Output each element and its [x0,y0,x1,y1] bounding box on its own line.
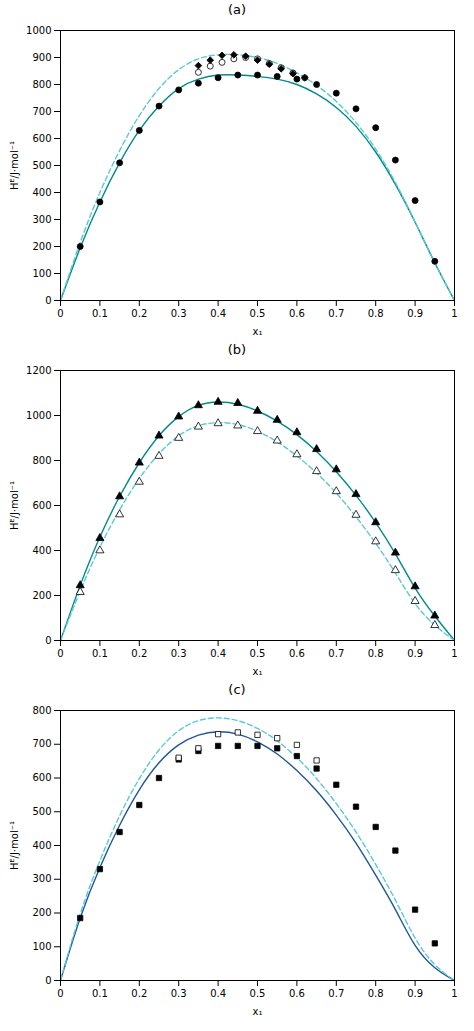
svg-text:0.3: 0.3 [171,648,187,659]
svg-text:0.5: 0.5 [250,988,266,999]
svg-text:600: 600 [32,133,51,144]
svg-text:400: 400 [32,187,51,198]
svg-text:200: 200 [32,590,51,601]
html-text:(b): (b) [227,342,247,357]
svg-text:0.4: 0.4 [210,648,226,659]
svg-text:0.1: 0.1 [92,988,108,999]
svg-text:0.8: 0.8 [368,308,384,319]
svg-text:900: 900 [32,52,51,63]
svg-text:0: 0 [45,635,51,646]
svg-text:500: 500 [32,806,51,817]
svg-text:0.9: 0.9 [407,648,423,659]
svg-text:0.6: 0.6 [289,988,305,999]
svg-text:0.8: 0.8 [368,648,384,659]
svg-text:0: 0 [57,308,63,319]
svg-text:0.9: 0.9 [407,988,423,999]
svg-text:800: 800 [32,455,51,466]
svg-text:1: 1 [451,308,457,319]
svg-text:Hᴱ/J·mol⁻¹: Hᴱ/J·mol⁻¹ [9,481,20,530]
svg-text:0: 0 [45,975,51,986]
svg-text:1000: 1000 [26,25,51,36]
svg-text:0.5: 0.5 [250,648,266,659]
svg-text:0.3: 0.3 [171,988,187,999]
svg-text:0.8: 0.8 [368,988,384,999]
svg-text:0.1: 0.1 [92,308,108,319]
svg-text:400: 400 [32,840,51,851]
svg-text:0.2: 0.2 [131,308,147,319]
svg-text:100: 100 [32,941,51,952]
svg-text:0: 0 [57,988,63,999]
svg-text:0.4: 0.4 [210,308,226,319]
html-text:(c): (c) [228,682,246,697]
svg-text:0.3: 0.3 [171,308,187,319]
svg-text:0.6: 0.6 [289,308,305,319]
svg-text:0: 0 [57,648,63,659]
svg-text:0.5: 0.5 [250,308,266,319]
svg-text:0.7: 0.7 [328,648,344,659]
svg-text:100: 100 [32,268,51,279]
svg-text:800: 800 [32,705,51,716]
svg-text:1200: 1200 [26,365,51,376]
svg-text:0.7: 0.7 [328,988,344,999]
svg-text:700: 700 [32,106,51,117]
svg-text:1000: 1000 [26,410,51,421]
svg-text:x₁: x₁ [253,326,263,337]
svg-text:0.2: 0.2 [131,648,147,659]
svg-text:0: 0 [45,295,51,306]
svg-text:600: 600 [32,500,51,511]
svg-text:200: 200 [32,907,51,918]
html-text:(a): (a) [227,2,247,17]
svg-text:0.4: 0.4 [210,988,226,999]
svg-text:700: 700 [32,738,51,749]
svg-text:300: 300 [32,873,51,884]
svg-text:0.2: 0.2 [131,988,147,999]
svg-text:500: 500 [32,160,51,171]
svg-text:Hᴱ/J·mol⁻¹: Hᴱ/J·mol⁻¹ [9,141,20,190]
svg-text:x₁: x₁ [253,666,263,677]
svg-text:0.9: 0.9 [407,308,423,319]
svg-text:x₁: x₁ [253,1006,263,1017]
svg-text:600: 600 [32,772,51,783]
svg-text:0.7: 0.7 [328,308,344,319]
svg-text:300: 300 [32,214,51,225]
svg-text:800: 800 [32,79,51,90]
svg-text:0.6: 0.6 [289,648,305,659]
svg-text:1: 1 [451,988,457,999]
svg-text:1: 1 [451,648,457,659]
svg-text:Hᴱ/J·mol⁻¹: Hᴱ/J·mol⁻¹ [9,821,20,870]
svg-text:200: 200 [32,241,51,252]
svg-text:0.1: 0.1 [92,648,108,659]
svg-text:400: 400 [32,545,51,556]
